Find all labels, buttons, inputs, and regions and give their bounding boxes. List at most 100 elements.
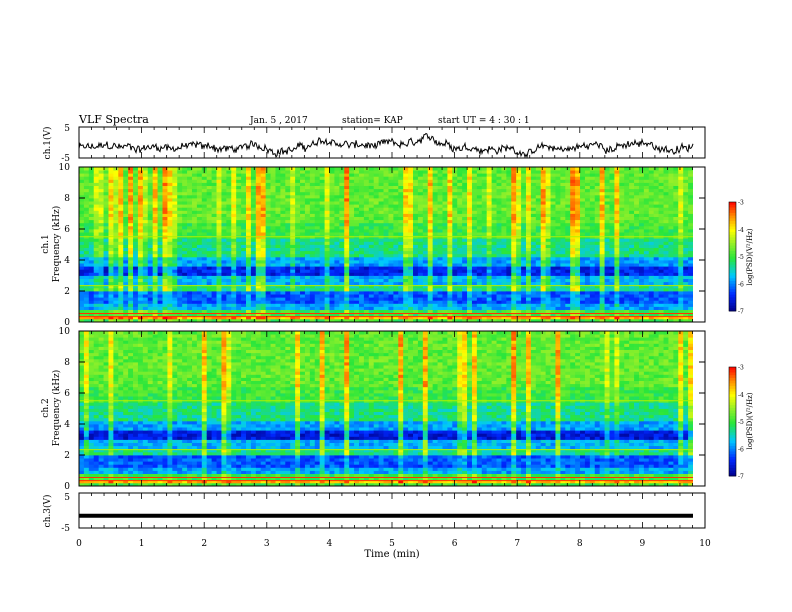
spectrogram-cell (103, 256, 109, 261)
spectrogram-cell (422, 256, 429, 261)
spectrogram-cell (496, 309, 502, 314)
spectrogram-cell (167, 225, 173, 230)
spectrogram-cell (246, 204, 252, 208)
spectrogram-cell (270, 256, 276, 261)
spectrogram-cell (373, 188, 380, 193)
spectrogram-cell (501, 244, 507, 248)
spectrogram-cell (241, 309, 247, 314)
spectrogram-cell (417, 250, 424, 255)
spectrogram-cell (442, 198, 448, 202)
spectrogram-cell (368, 198, 375, 202)
spectrogram-cell (236, 229, 242, 233)
spectrogram-cell (246, 303, 252, 307)
spectrogram-cell (501, 275, 507, 279)
spectrogram-cell (521, 241, 527, 245)
spectrogram-cell (93, 256, 100, 261)
spectrogram-cell (476, 188, 483, 193)
spectrogram-cell (403, 281, 409, 286)
station-label: station= KAP (342, 116, 403, 126)
spectrogram-cell (516, 247, 522, 252)
spectrogram-cell (329, 219, 335, 224)
spectrogram-cell (447, 287, 453, 292)
spectrogram-cell (83, 281, 90, 286)
spectrogram-cell (255, 309, 262, 314)
spectrogram-cell (560, 225, 566, 230)
spectrogram-cell (309, 188, 316, 193)
spectrogram-cell (128, 291, 134, 295)
spectrogram-cell (162, 300, 168, 304)
spectrogram-cell (221, 182, 227, 186)
spectrogram-cell (123, 275, 129, 279)
spectrogram-cell (118, 179, 124, 183)
spectrogram-cell (447, 170, 453, 174)
spectrogram-cell (535, 179, 542, 183)
spectrogram-cell (93, 266, 100, 270)
spectrogram-cell (319, 225, 325, 230)
spectrogram-cell (295, 201, 301, 205)
spectrogram-cell (295, 244, 301, 248)
spectrogram-cell (354, 309, 360, 314)
spectrogram-cell (152, 250, 158, 255)
spectrogram-cell (555, 244, 561, 248)
spectrogram-cell (250, 250, 257, 255)
spectrogram-cell (88, 213, 95, 217)
spectrogram-cell (285, 247, 291, 252)
spectrogram-cell (398, 284, 404, 289)
spectrogram-cell (231, 176, 237, 180)
spectrogram-cell (393, 260, 399, 264)
spectrogram-cell (388, 182, 394, 186)
spectrogram-cell (334, 222, 340, 227)
spectrogram-cell (304, 306, 311, 310)
spectrogram-cell (123, 225, 129, 230)
spectrogram-cell (201, 201, 208, 205)
spectrogram-cell (172, 170, 178, 174)
spectrogram-cell (393, 318, 399, 323)
spectrogram-cell (354, 287, 360, 292)
spectrogram-cell (383, 306, 389, 310)
spectrogram-cell (187, 191, 193, 196)
spectrogram-cell (103, 260, 109, 264)
spectrogram-cell (437, 210, 443, 214)
spectrogram-cell (319, 281, 325, 286)
spectrogram-cell (432, 284, 438, 289)
spectrogram-cell (147, 306, 154, 310)
spectrogram-cell (265, 253, 271, 258)
spectrogram-cell (300, 284, 306, 289)
spectrogram-cell (314, 238, 321, 242)
spectrogram-cell (211, 250, 217, 255)
spectrogram-cell (363, 263, 370, 267)
spectrogram-cell (378, 263, 384, 267)
spectrogram-cell (373, 241, 380, 245)
spectrogram-cell (270, 272, 276, 276)
spectrogram-cell (565, 241, 571, 245)
spectrogram-cell (506, 315, 512, 320)
spectrogram-cell (123, 176, 129, 180)
spectrogram-cell (142, 253, 149, 258)
spectrogram-cell (511, 287, 517, 292)
spectrogram-cell (191, 219, 198, 224)
spectrogram-cell (413, 201, 419, 205)
spectrogram-cell (560, 194, 566, 199)
spectrogram-cell (118, 291, 124, 295)
spectrogram-cell (123, 216, 129, 221)
spectrogram-cell (118, 284, 124, 289)
spectrogram-cell (427, 207, 434, 211)
spectrogram-cell (79, 315, 85, 320)
spectrogram-cell (344, 306, 350, 310)
spectrogram-cell (511, 167, 517, 171)
spectrogram-cell (530, 207, 537, 211)
spectrogram-cell (486, 194, 493, 199)
spectrogram-cell (476, 244, 483, 248)
spectrogram-cell (157, 232, 163, 236)
spectrogram-cell (309, 309, 316, 314)
spectrogram-cell (408, 312, 414, 317)
spectrogram-cell (137, 244, 144, 248)
spectrogram-cell (295, 284, 301, 289)
spectrogram-cell (427, 167, 434, 171)
spectrogram-cell (388, 241, 394, 245)
spectrogram-cell (118, 297, 124, 301)
spectrogram-cell (388, 315, 394, 320)
spectrogram-cell (93, 269, 100, 273)
spectrogram-cell (280, 250, 286, 255)
spectrogram-cell (408, 176, 414, 180)
